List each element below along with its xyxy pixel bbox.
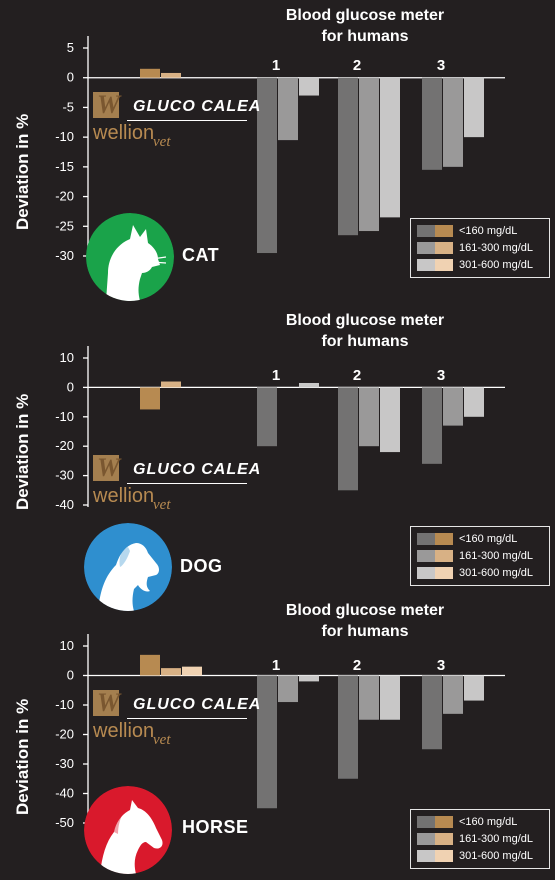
dog-chart: 10 0 -10 -20 -30 -40 1 2 3: [55, 346, 505, 512]
chart-heading: Blood glucose meter for humans: [270, 310, 460, 352]
y-tick-label: -50: [55, 815, 74, 830]
y-tick-label: -10: [55, 697, 74, 712]
bar: [278, 77, 298, 141]
legend-entry-3: 301-600 mg/dL: [459, 567, 533, 579]
bar: [299, 77, 319, 96]
legend-entry-3: 301-600 mg/dL: [459, 259, 533, 271]
bar: [464, 387, 484, 417]
bar: [380, 387, 400, 453]
category-label: 1: [272, 367, 280, 384]
category-label: 3: [437, 657, 445, 674]
bar: [443, 77, 463, 167]
y-tick-label: -40: [55, 786, 74, 801]
bar: [257, 387, 277, 447]
category-label: 2: [353, 657, 361, 674]
bar: [257, 675, 277, 809]
horse-panel: Deviation in % Blood glucose meter for h…: [0, 595, 555, 880]
bar: [359, 77, 379, 232]
y-tick-label: -30: [55, 248, 74, 263]
y-tick-label: -30: [55, 756, 74, 771]
category-label: 3: [437, 57, 445, 74]
bar: [338, 387, 358, 491]
cat-panel: Deviation in % Blood glucose meter for h…: [0, 0, 555, 305]
bar: [278, 675, 298, 703]
category-label: 3: [437, 367, 445, 384]
legend-entry-1: <160 mg/dL: [459, 225, 518, 237]
bar: [161, 72, 181, 78]
chart-heading: Blood glucose meter for humans: [270, 5, 460, 47]
category-label: 2: [353, 367, 361, 384]
bar: [161, 668, 181, 676]
dog-label: DOG: [180, 556, 223, 576]
heading-line-1: Blood glucose meter: [285, 602, 445, 619]
bar: [299, 675, 319, 682]
bar: [140, 654, 160, 676]
y-tick-label: -25: [55, 218, 74, 233]
y-tick-label: 0: [67, 70, 74, 85]
y-tick-label: 0: [67, 379, 74, 394]
bar: [422, 387, 442, 464]
chart-heading: Blood glucose meter for humans: [270, 600, 460, 642]
legend-entry-2: 161-300 mg/dL: [459, 833, 533, 845]
dog-panel: Deviation in % Blood glucose meter for h…: [0, 305, 555, 611]
category-label: 1: [272, 57, 280, 74]
bar: [359, 675, 379, 720]
horse-label: HORSE: [182, 817, 249, 837]
bar: [464, 77, 484, 138]
heading-line-2: for humans: [321, 28, 409, 45]
bar: [338, 675, 358, 779]
y-tick-label: 10: [60, 638, 74, 653]
bar: [182, 666, 202, 676]
legend: <160 mg/dL 161-300 mg/dL 301-600 mg/dL: [410, 218, 550, 278]
y-tick-label: 10: [60, 350, 74, 365]
y-tick-label: -20: [55, 438, 74, 453]
y-tick-label: -20: [55, 727, 74, 742]
legend-entry-1: <160 mg/dL: [459, 533, 518, 545]
y-tick-label: -10: [55, 409, 74, 424]
bar: [380, 675, 400, 720]
heading-line-1: Blood glucose meter: [285, 7, 445, 24]
bar: [140, 387, 160, 410]
bar: [161, 381, 181, 388]
bar: [422, 675, 442, 750]
legend-entry-2: 161-300 mg/dL: [459, 242, 533, 254]
y-tick-label: -10: [55, 129, 74, 144]
y-tick-label: -15: [55, 159, 74, 174]
bar: [443, 387, 463, 426]
legend-entry-2: 161-300 mg/dL: [459, 550, 533, 562]
horse-chart: 10 0 -10 -20 -30 -40 -50 1 2 3: [55, 634, 505, 830]
bar: [257, 77, 277, 254]
heading-line-1: Blood glucose meter: [285, 312, 445, 329]
cat-icon: [86, 213, 174, 301]
bar: [443, 675, 463, 714]
bar: [380, 77, 400, 218]
y-tick-label: 5: [67, 40, 74, 55]
bar: [299, 382, 319, 388]
y-tick-label: -20: [55, 189, 74, 204]
y-tick-label: -40: [55, 497, 74, 512]
legend: <160 mg/dL 161-300 mg/dL 301-600 mg/dL: [410, 809, 550, 869]
cat-chart: 5 0 -5 -10 -15 -20 -25 -30 1 2 3: [55, 36, 505, 263]
cat-label: CAT: [182, 245, 220, 265]
heading-line-2: for humans: [321, 623, 409, 640]
y-tick-label: -5: [62, 99, 74, 114]
bar: [140, 68, 160, 78]
y-tick-label: -30: [55, 468, 74, 483]
dog-icon: [84, 523, 172, 611]
bar: [464, 675, 484, 701]
bar: [422, 77, 442, 170]
heading-line-2: for humans: [321, 333, 409, 350]
y-tick-label: 0: [67, 668, 74, 683]
legend-entry-1: <160 mg/dL: [459, 816, 518, 828]
category-label: 2: [353, 57, 361, 74]
legend-entry-3: 301-600 mg/dL: [459, 850, 533, 862]
category-label: 1: [272, 657, 280, 674]
bar: [338, 77, 358, 236]
horse-icon: [84, 786, 172, 874]
legend: <160 mg/dL 161-300 mg/dL 301-600 mg/dL: [410, 526, 550, 586]
bar: [359, 387, 379, 447]
